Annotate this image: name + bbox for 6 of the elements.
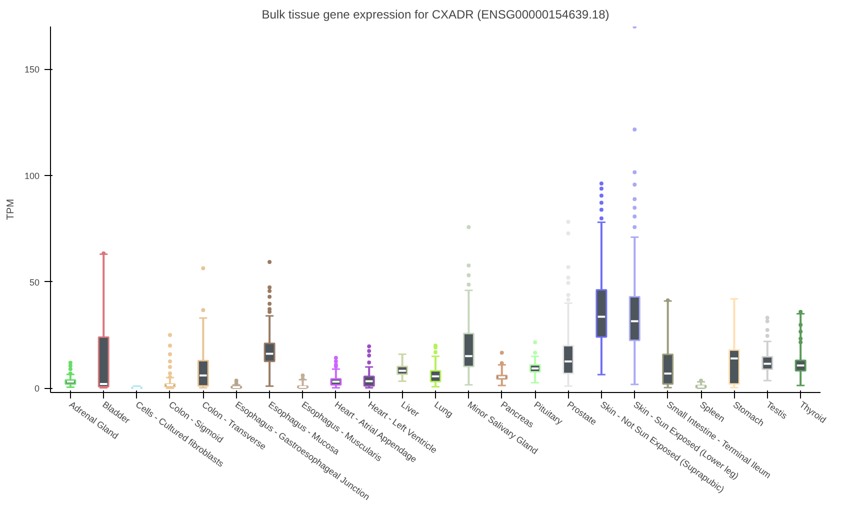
chart-title: Bulk tissue gene expression for CXADR (ENSG00000154639.18) bbox=[262, 8, 610, 22]
y-tick-label: 50 bbox=[29, 277, 40, 288]
y-tick-label: 150 bbox=[24, 64, 40, 75]
y-tick-label: 100 bbox=[24, 170, 40, 181]
y-axis-title: TPM bbox=[5, 198, 16, 220]
y-tick-label: 0 bbox=[34, 384, 40, 394]
